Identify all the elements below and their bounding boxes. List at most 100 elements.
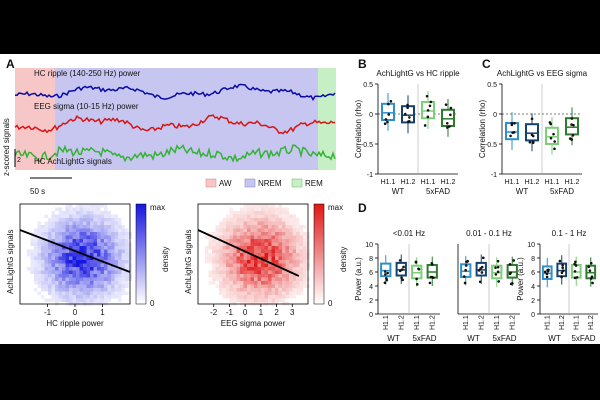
heatmap-cell (97, 284, 101, 288)
heatmap-cell (243, 270, 247, 274)
heatmap-cell (97, 288, 101, 292)
heatmap-cell (121, 228, 125, 232)
heatmap-cell (111, 232, 115, 236)
heatmap-cell (72, 270, 76, 274)
heatmap-cell (111, 260, 115, 264)
heatmap-cell (303, 253, 307, 257)
heatmap-cell (76, 274, 80, 278)
heatmap-cell (229, 253, 233, 257)
heatmap-cell (125, 253, 129, 257)
heatmap-cell (62, 281, 66, 285)
heatmap-cell (215, 270, 219, 274)
x-tick-label: 1 (259, 308, 264, 317)
heatmap-cell (72, 253, 76, 257)
heatmap-cell (114, 218, 118, 222)
heatmap-cell (261, 260, 265, 264)
heatmap-cell (261, 298, 265, 302)
heatmap-cell (79, 225, 83, 229)
heatmap-cell (212, 246, 216, 250)
heatmap-cell (86, 221, 90, 225)
heatmap-cell (229, 239, 233, 243)
heatmap-cell (114, 288, 118, 292)
heatmap-cell (125, 228, 129, 232)
heatmap-cell (79, 277, 83, 281)
heatmap-cell (275, 239, 279, 243)
heatmap-cell (121, 225, 125, 229)
heatmap-cell (250, 214, 254, 218)
heatmap-cell (296, 221, 300, 225)
heatmap-cell (34, 246, 38, 250)
heatmap-cell (296, 253, 300, 257)
heatmap-cell (254, 214, 258, 218)
category-label: H1.2 (441, 179, 456, 186)
heatmap-cell (107, 218, 111, 222)
heatmap-cell (292, 218, 296, 222)
heatmap-cell (34, 228, 38, 232)
data-point (448, 125, 451, 128)
heatmap-cell (86, 295, 90, 299)
heatmap-cell (282, 270, 286, 274)
heatmap-cell (229, 260, 233, 264)
heatmap-cell (215, 253, 219, 257)
heatmap-cell (48, 284, 52, 288)
y-tick-label: -0.5 (361, 142, 373, 149)
category-label: H1.2 (429, 315, 436, 330)
heatmap-cell (261, 221, 265, 225)
heatmap-cell (243, 288, 247, 292)
data-point (575, 276, 579, 279)
heatmap-cell (118, 298, 122, 302)
heatmap-cell (97, 211, 101, 215)
legend-swatch-rem (291, 178, 303, 188)
heatmap-cell (76, 298, 80, 302)
heatmap-cell (48, 242, 52, 246)
heatmap-cell (296, 270, 300, 274)
heatmap-cell (261, 270, 265, 274)
heatmap-cell (292, 281, 296, 285)
heatmap-cell (233, 284, 237, 288)
heatmap-cell (285, 260, 289, 264)
heatmap-cell (236, 260, 240, 264)
heatmap-cell (282, 253, 286, 257)
y-tick-label: 2 (369, 298, 373, 305)
heatmap-cell (212, 277, 216, 281)
y-tick-label: 10 (365, 242, 373, 249)
heatmap-cell (37, 281, 41, 285)
heatmap-cell (97, 218, 101, 222)
heatmap-cell (100, 263, 104, 267)
heatmap-cell (79, 256, 83, 260)
heatmap-cell (111, 218, 115, 222)
heatmap-cell (236, 274, 240, 278)
heatmap-cell (76, 267, 80, 271)
heatmap-cell (62, 263, 66, 267)
heatmap-cell (215, 263, 219, 267)
heatmap-cell (97, 263, 101, 267)
heatmap-cell (240, 232, 244, 236)
heatmap-cell (104, 235, 108, 239)
heatmap-cell (285, 295, 289, 299)
heatmap-cell (243, 239, 247, 243)
heatmap-ripple-ylabel: AchLightG signals (6, 230, 15, 294)
data-point (389, 99, 393, 103)
data-point (512, 259, 515, 262)
x-tick-label: 0 (73, 308, 78, 317)
y-tick-label: -1 (491, 172, 497, 179)
heatmap-cell (250, 267, 254, 271)
heatmap-cell (107, 225, 111, 229)
heatmap-cell (233, 288, 237, 292)
heatmap-cell (243, 260, 247, 264)
heatmap-cell (261, 281, 265, 285)
heatmap-cell (229, 228, 233, 232)
heatmap-cell (100, 225, 104, 229)
heatmap-cell (55, 249, 59, 253)
heatmap-cell (125, 232, 129, 236)
heatmap-cell (65, 218, 69, 222)
heatmap-cell (93, 274, 97, 278)
heatmap-cell (65, 295, 69, 299)
heatmap-cell (282, 291, 286, 295)
heatmap-cell (41, 225, 45, 229)
group-label: 5xFAD (550, 187, 574, 196)
heatmap-cell (44, 253, 48, 257)
heatmap-cell (261, 256, 265, 260)
category-label: H1.1 (381, 179, 396, 186)
y-tick-label: 8 (369, 256, 373, 263)
